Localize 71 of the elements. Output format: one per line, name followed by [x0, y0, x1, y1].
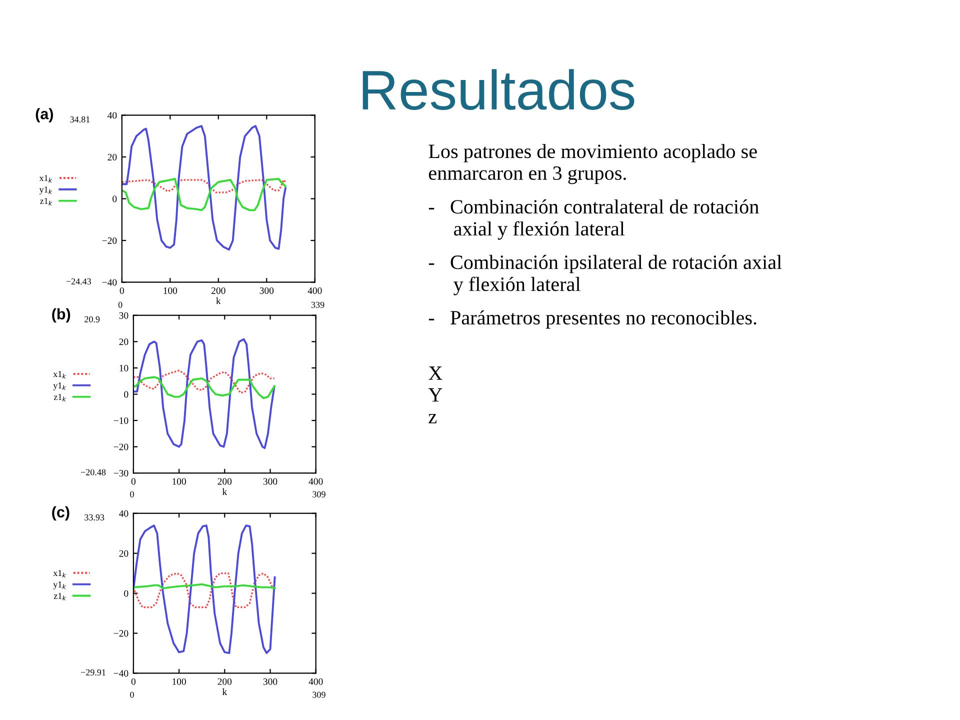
y-tick-label: 30	[119, 312, 128, 319]
y-tick-label: 40	[108, 112, 117, 119]
y-tick-label: −20	[102, 237, 117, 244]
text: X Y z	[428, 366, 442, 424]
text: - Combinación contralateral de rotación axial y flexión lateral	[428, 199, 759, 240]
text: (a)	[36, 108, 53, 122]
y-tick-label: −40	[102, 279, 117, 286]
legend-label: z1$_{k}$	[54, 592, 66, 600]
x-tick-label: 400	[308, 678, 323, 685]
text: 309	[312, 692, 326, 698]
text: 0	[130, 491, 134, 498]
legend-label: y1$_{k}$	[53, 382, 66, 390]
text: −29.91	[80, 669, 106, 676]
x-tick-label: 300	[263, 478, 278, 485]
y-tick-label: 20	[119, 338, 128, 346]
y-tick-label: 40	[119, 510, 128, 517]
legend-label: z1$_{k}$	[54, 394, 66, 402]
text: 33.93	[84, 514, 104, 520]
text: (b)	[52, 308, 70, 322]
line-series	[133, 572, 276, 608]
x-tick-label: 300	[263, 678, 278, 685]
y-tick-label: 0	[112, 196, 117, 202]
text: 20.9	[84, 316, 100, 322]
text: 0	[130, 692, 134, 698]
x-axis-title: k	[222, 688, 228, 696]
text: −20.48	[80, 469, 106, 476]
line-series	[133, 524, 276, 654]
legend-label: x1$_{k}$	[39, 175, 52, 183]
text: 309	[312, 491, 326, 498]
x-tick-label: 100	[172, 678, 186, 685]
legend-label: y1$_{k}$	[39, 186, 52, 194]
x-tick-label: 200	[212, 287, 226, 294]
x-tick-label: 400	[308, 478, 323, 485]
text: −24.43	[66, 278, 92, 285]
x-tick-label: 100	[172, 478, 186, 485]
x-tick-label: 200	[218, 478, 232, 485]
y-tick-label: −10	[114, 417, 128, 424]
line-series	[133, 338, 276, 450]
y-tick-label: −20	[114, 630, 128, 637]
text: (c)	[52, 506, 70, 520]
line-series	[122, 178, 286, 212]
x-axis-title: k	[222, 488, 228, 495]
text: 34.81	[70, 116, 90, 123]
y-tick-label: 20	[108, 154, 117, 160]
line-series	[122, 125, 286, 251]
x-tick-label: 300	[260, 287, 274, 294]
x-tick-label: 100	[164, 287, 178, 294]
y-tick-label: −40	[114, 670, 128, 677]
y-tick-label: 0	[124, 391, 128, 398]
y-tick-label: 10	[120, 364, 128, 372]
text: 339	[311, 302, 324, 308]
x-tick-label: 400	[308, 287, 322, 294]
text: Resultados	[362, 69, 634, 110]
legend-label: x1$_{k}$	[53, 371, 66, 378]
text: - Parámetros presentes no reconocibles.	[428, 310, 756, 329]
line-series	[133, 370, 276, 394]
text: Los patrones de movimiento acoplado se enmarcaron en 3 grupos.	[428, 144, 757, 184]
line-series	[122, 179, 286, 194]
y-tick-label: −30	[114, 470, 128, 477]
x-tick-label: 0	[131, 678, 136, 685]
y-tick-label: 0	[124, 590, 128, 597]
y-tick-label: 20	[119, 550, 128, 557]
text: - Combinación ipsilateral de rotación axial y flexión lateral	[428, 254, 782, 296]
legend-label: x1$_{k}$	[53, 570, 66, 578]
x-tick-label: 0	[131, 478, 136, 485]
line-series	[133, 376, 276, 400]
y-tick-label: −20	[114, 444, 128, 450]
legend-label: y1$_{k}$	[53, 581, 66, 590]
x-tick-label: 200	[218, 678, 232, 685]
legend-label: z1$_{k}$	[40, 198, 52, 206]
x-axis-title: k	[216, 297, 221, 304]
